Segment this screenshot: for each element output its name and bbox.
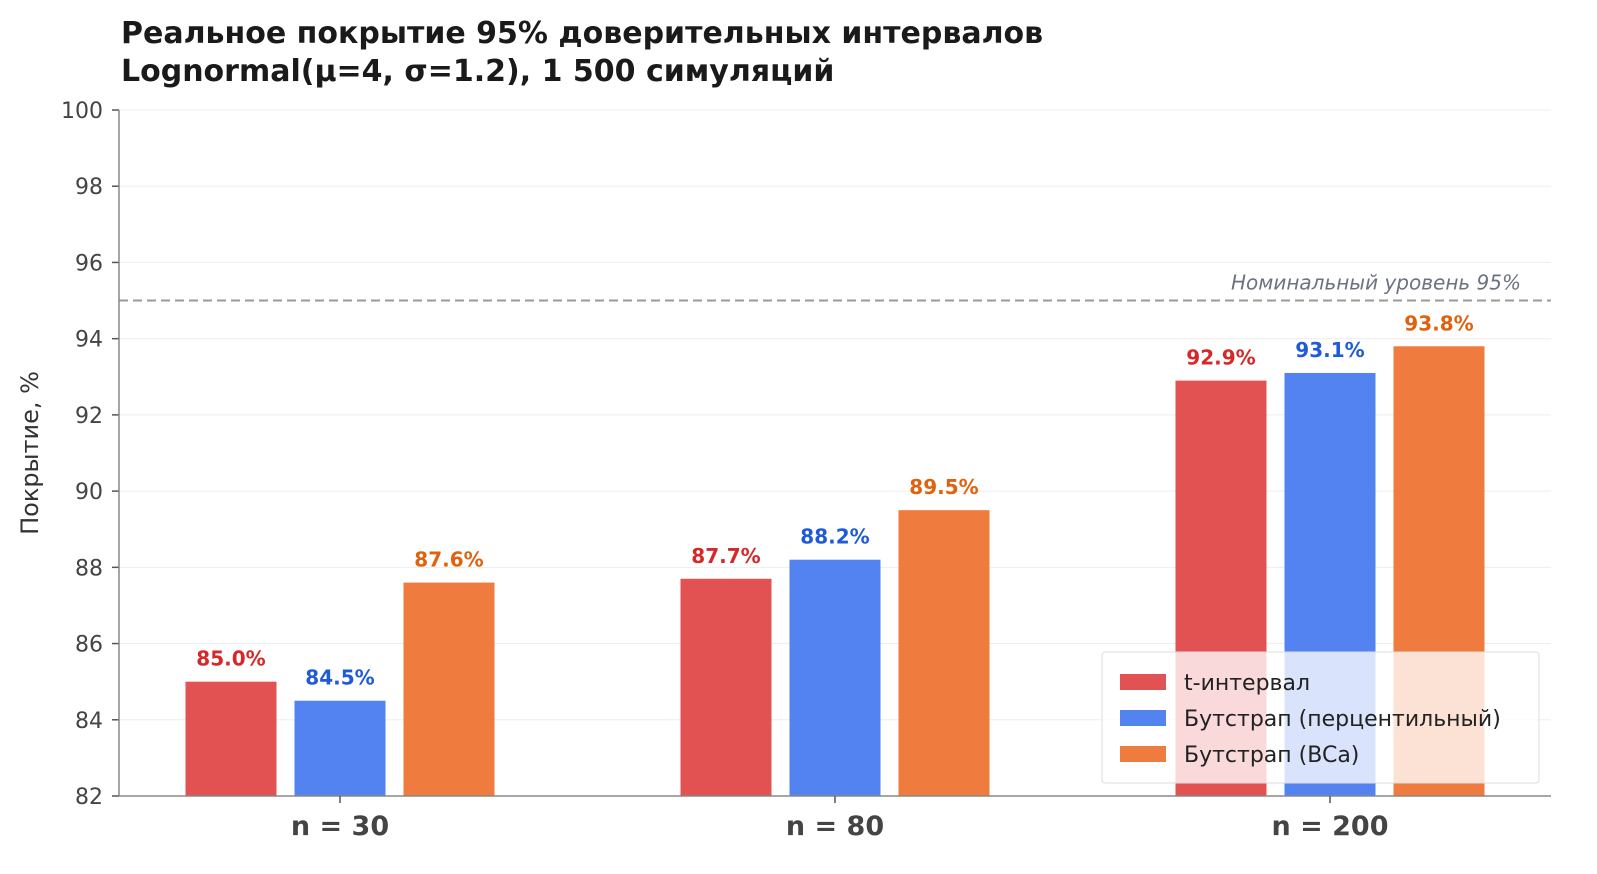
x-category-label: n = 200 (1271, 811, 1388, 842)
bar-value-label: 84.5% (305, 666, 374, 690)
y-tick-label: 92 (75, 404, 103, 429)
bar (898, 510, 990, 796)
bar-value-label: 93.8% (1404, 311, 1473, 335)
y-tick-label: 88 (75, 556, 103, 581)
legend-swatch (1120, 710, 1166, 726)
bar-value-label: 88.2% (800, 525, 869, 549)
bar-value-label: 92.9% (1186, 346, 1255, 370)
x-category-label: n = 80 (786, 811, 884, 842)
y-tick-label: 86 (75, 633, 103, 658)
legend-entry-label: t-интервал (1184, 671, 1310, 696)
y-axis-label: Покрытие, % (16, 371, 44, 535)
y-tick-label: 84 (75, 709, 103, 734)
reference-line-group: Номинальный уровень 95% (119, 271, 1551, 302)
bar-value-label: 87.6% (414, 548, 483, 572)
bar-value-label: 93.1% (1295, 338, 1364, 362)
legend-entry-label: Бутстрап (перцентильный) (1184, 707, 1501, 732)
legend: t-интервал Бутстрап (перцентильный) Бутстр… (1101, 651, 1540, 784)
nominal-level-label: Номинальный уровень 95% (1231, 271, 1521, 295)
y-tick-label: 90 (75, 480, 103, 505)
y-tick-label: 94 (75, 328, 103, 353)
legend-swatch (1120, 674, 1166, 690)
bar (789, 559, 881, 796)
y-tick-label: 98 (75, 175, 103, 200)
bar (680, 578, 772, 796)
bar (185, 681, 277, 796)
axes: 82 84 86 88 90 92 94 96 98 100 n = 30 n = 80 n = 200 (61, 99, 1551, 842)
legend-entry-label: Бутстрап (BCa) (1184, 743, 1359, 768)
y-tick-label: 100 (61, 99, 103, 124)
y-tick-label: 82 (75, 785, 103, 810)
data-labels: 85.0% 87.7% 92.9% 84.5% 88.2% 93.1% 87.6% 89.5%… (196, 311, 1473, 689)
chart-subtitle: Lognormal(μ=4, σ=1.2), 1 500 симуляций (121, 54, 834, 89)
bar-value-label: 87.7% (691, 544, 760, 568)
x-category-label: n = 30 (291, 811, 389, 842)
y-tick-label: 96 (75, 251, 103, 276)
bar-value-label: 85.0% (196, 647, 265, 671)
chart-title: Реальное покрытие 95% доверительных инте… (121, 16, 1043, 51)
legend-box (1101, 651, 1540, 784)
legend-swatch (1120, 746, 1166, 762)
bar-value-label: 89.5% (909, 475, 978, 499)
bar (294, 700, 386, 796)
bar (403, 582, 495, 796)
